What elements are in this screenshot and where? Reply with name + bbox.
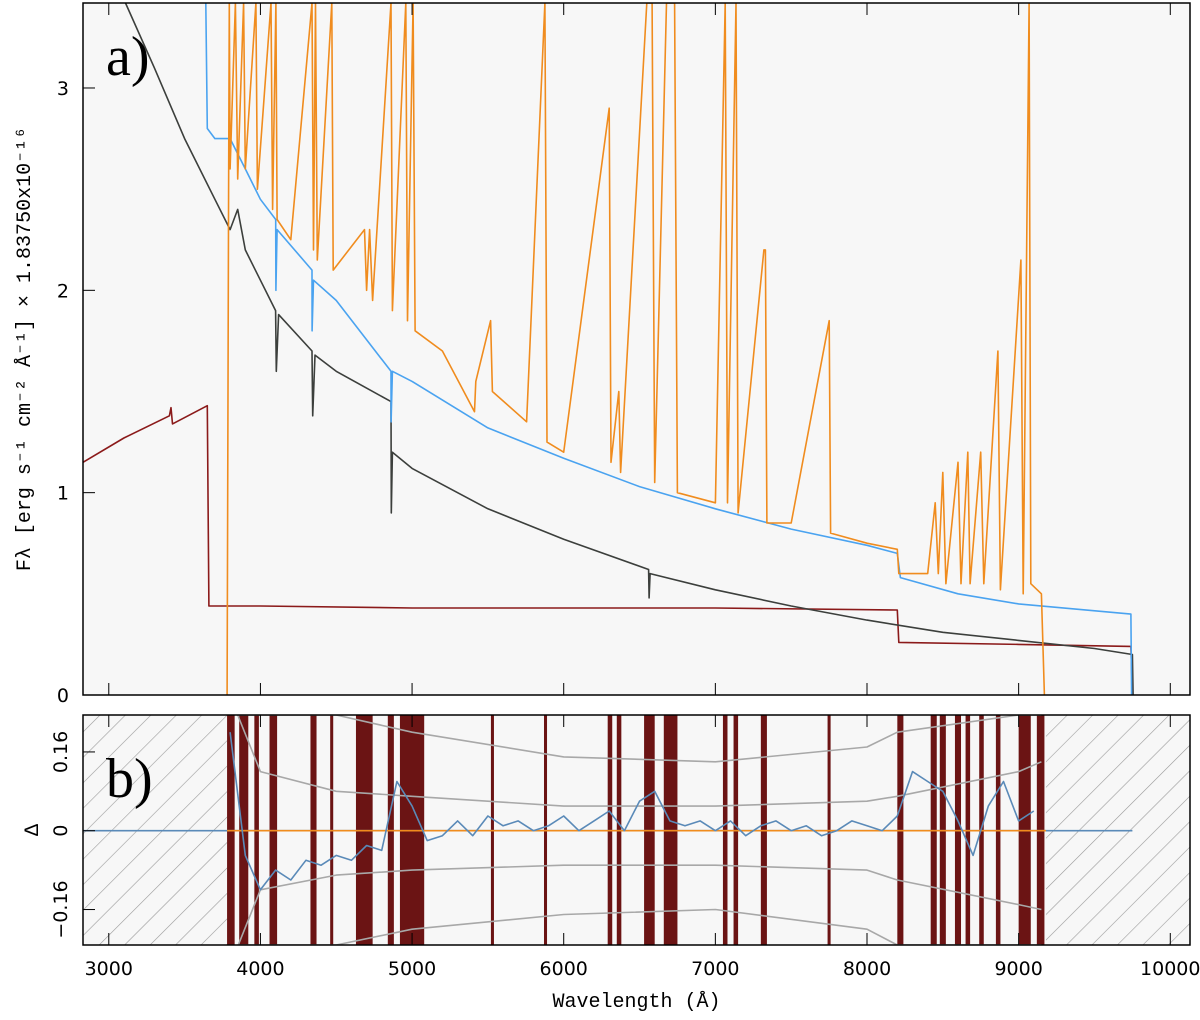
x-tick-label: 4000 (236, 958, 284, 980)
x-tick-label: 3000 (85, 958, 133, 980)
series-line (237, 715, 1042, 763)
y-tick-label: 3 (57, 78, 69, 100)
y-tick-label: −0.16 (50, 880, 72, 938)
series-line (236, 715, 1042, 807)
y-axis-label: Fλ [erg s⁻¹ cm⁻² Å⁻¹] × 1.83750x10⁻¹⁶ (14, 127, 37, 571)
y-tick-label: 1 (57, 483, 69, 505)
plot-frame (82, 2, 1191, 696)
panel: 0 1 2 3 Fλ [erg s⁻¹ cm⁻² Å⁻¹] × 1.83750x10⁻¹… (14, 2, 1191, 707)
panel: 3000 4000 5000 6000 7000 8000 9000 10000 −0.16 0 0… (22, 714, 1200, 1014)
panel-label: b) (106, 748, 153, 810)
x-tick-label: 8000 (843, 958, 891, 980)
x-tick-label: 5000 (388, 958, 436, 980)
y-tick-label: 0.16 (50, 731, 72, 773)
y-tick-label: 0 (50, 825, 72, 837)
x-axis-label: Wavelength (Å) (552, 991, 720, 1014)
series-line (226, 3, 1046, 695)
x-tick-label: 7000 (691, 958, 739, 980)
y-tick-label: 2 (57, 280, 69, 302)
x-tick-label: 10000 (1140, 958, 1200, 980)
series-line (237, 864, 1042, 945)
plot-content (83, 715, 1190, 945)
x-tick-label: 9000 (994, 958, 1042, 980)
plot-frame (82, 714, 1191, 946)
plot-area (83, 3, 1190, 695)
series-line (229, 732, 1035, 891)
series-line (124, 3, 1134, 695)
panel-label: a) (106, 26, 150, 88)
plot-content (83, 3, 1134, 695)
series-line (83, 404, 1134, 695)
y-axis-label: Δ (22, 824, 45, 836)
y-tick-label: 0 (57, 685, 69, 707)
x-tick-label: 6000 (540, 958, 588, 980)
series-line (237, 908, 1042, 945)
